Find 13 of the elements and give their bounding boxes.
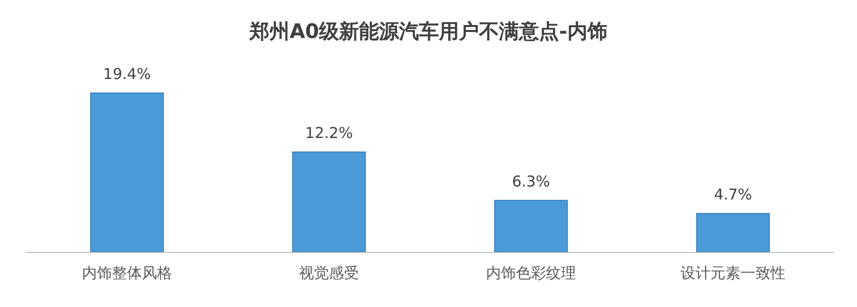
- x-tick-label: 内饰整体风格: [82, 264, 172, 282]
- x-tick-label: 内饰色彩纹理: [486, 264, 576, 282]
- x-tick-label: 视觉感受: [299, 264, 359, 282]
- data-label: 12.2%: [305, 124, 353, 142]
- bar: [494, 200, 568, 252]
- chart-title: 郑州A0级新能源汽车用户不满意点-内饰: [248, 19, 608, 43]
- data-label: 6.3%: [512, 172, 550, 190]
- data-label: 4.7%: [714, 185, 752, 204]
- data-label: 19.4%: [103, 65, 151, 83]
- bar: [90, 92, 164, 252]
- x-tick-label: 设计元素一致性: [680, 264, 786, 282]
- bar: [696, 212, 770, 252]
- bar: [292, 152, 366, 252]
